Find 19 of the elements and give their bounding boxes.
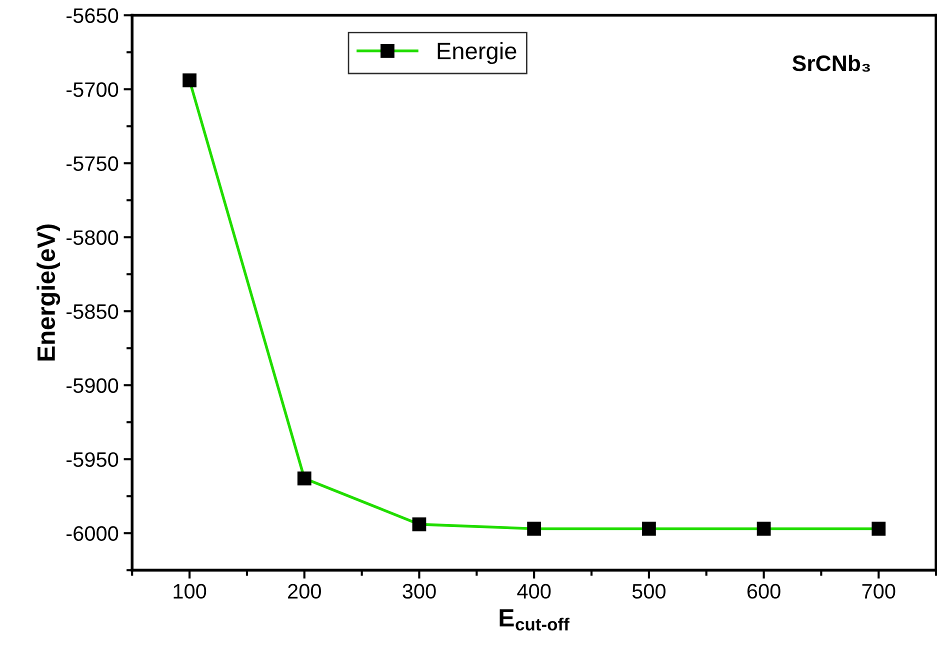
x-tick-label: 600 [747,584,780,599]
x-tick-label: 500 [632,584,666,599]
x-axis-title: E$_{cut-off}$ [500,609,570,631]
y-tick-label: -5750 [66,156,118,171]
x-tick-label: 700 [862,584,896,599]
y-tick-label: -6000 [66,526,118,541]
x-tick-label: 400 [517,584,551,599]
y-tick-label: -5850 [66,304,118,319]
x-tick-label: 200 [288,584,321,599]
annotation: SrCNb₃ [792,54,870,72]
y-axis-title: Energie(eV) [36,224,60,361]
legend-label: Energie [438,42,516,64]
x-tick-label: 100 [174,584,206,599]
y-tick-label: -5950 [66,452,118,467]
y-tick-label: -5800 [66,230,118,245]
y-tick-label: -5650 [66,8,118,24]
y-tick-label: -5900 [66,378,118,393]
x-tick-label: 300 [402,584,436,599]
y-tick-label: -5700 [66,82,118,97]
